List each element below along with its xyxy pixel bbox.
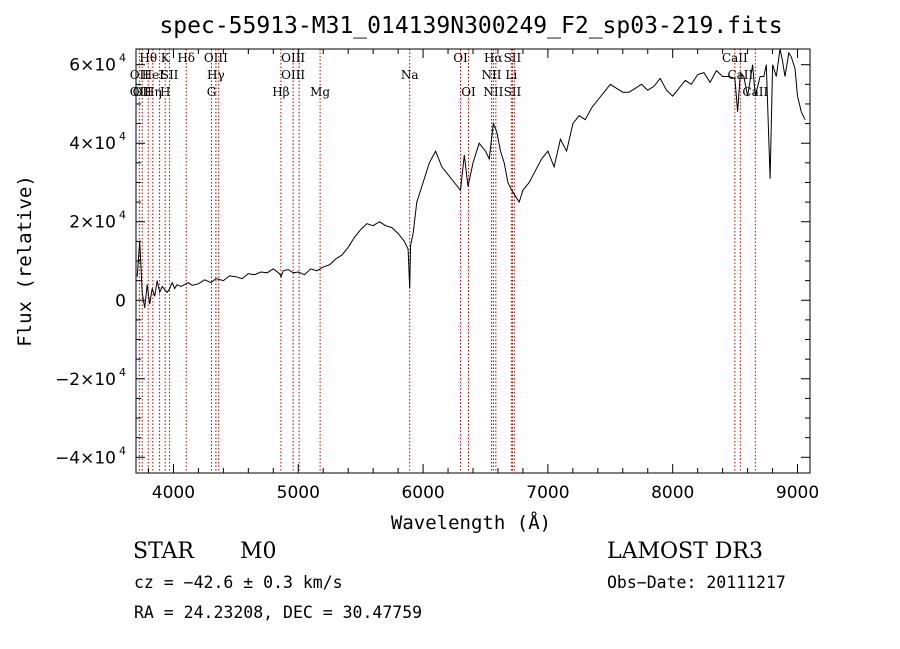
redshift-velocity: cz = −42.6 ± 0.3 km/s — [134, 573, 343, 592]
spectrum-chart: spec-55913-M31_014139N300249_F2_sp03-219… — [14, 13, 819, 534]
x-tick-label: 6000 — [401, 483, 444, 503]
y-tick-label: −2×10 — [55, 370, 116, 390]
line-label: Li — [505, 68, 517, 82]
x-tick-label: 5000 — [277, 483, 320, 503]
line-label: OIII — [204, 51, 228, 65]
y-tick-exponent: 4 — [119, 366, 126, 379]
object-subclass: M0 — [240, 539, 277, 564]
y-tick-label: 0 — [115, 291, 126, 311]
observation-date: Obs−Date: 20111217 — [607, 573, 786, 592]
line-label: OII — [130, 68, 150, 82]
line-label: G — [207, 85, 217, 99]
line-label: CaII — [727, 68, 753, 82]
x-tick-label: 4000 — [152, 483, 195, 503]
chart-title: spec-55913-M31_014139N300249_F2_sp03-219… — [159, 13, 782, 39]
line-label: OI — [453, 51, 468, 65]
line-label: OI — [461, 85, 476, 99]
spectral-line-labels: OIIOIIOIIHθHeIHηKHSIIHδGOIIIHγHβOIIIOIII… — [130, 51, 769, 99]
x-tick-label: 7000 — [526, 483, 569, 503]
x-tick-label: 8000 — [651, 483, 694, 503]
spectrum-line — [136, 48, 806, 309]
x-axis-label: Wavelength (Å) — [391, 511, 551, 534]
line-label: SII — [161, 68, 179, 82]
plot-frame — [135, 48, 811, 474]
y-tick-exponent: 4 — [119, 444, 126, 457]
survey-name: LAMOST DR3 — [607, 539, 763, 564]
line-label: Hβ — [272, 85, 289, 99]
y-tick-exponent: 4 — [119, 52, 126, 65]
x-axis-ticks: 4000 5000 6000 7000 8000 9000 — [147, 49, 819, 503]
spectrum-series — [136, 48, 806, 309]
line-label: CaII — [722, 51, 748, 65]
line-label: NII — [483, 85, 503, 99]
coordinates: RA = 24.23208, DEC = 30.47759 — [134, 603, 423, 622]
line-label: NII — [481, 68, 501, 82]
line-label: OII — [130, 85, 150, 99]
line-label: HeI — [142, 68, 165, 82]
line-label: H — [160, 85, 170, 99]
line-label: Hα — [484, 51, 503, 65]
line-label: Hθ — [139, 51, 157, 65]
line-label: Mg — [310, 85, 330, 99]
y-tick-label: 2×10 — [69, 213, 116, 233]
line-label: SII — [504, 85, 522, 99]
object-class: STAR — [133, 539, 194, 564]
y-tick-label: 4×10 — [69, 134, 116, 154]
x-tick-label: 9000 — [776, 483, 819, 503]
line-label: OII — [133, 85, 153, 99]
line-label: SII — [504, 51, 522, 65]
line-label: Hγ — [207, 68, 225, 82]
y-tick-exponent: 4 — [119, 209, 126, 222]
line-label: OIII — [281, 51, 305, 65]
line-label: Hδ — [177, 51, 195, 65]
y-tick-label: 6×10 — [69, 56, 116, 76]
y-tick-label: −4×10 — [55, 448, 116, 468]
spectral-line-markers — [138, 49, 756, 473]
line-label: K — [161, 51, 171, 65]
line-label: CaII — [742, 85, 768, 99]
y-tick-exponent: 4 — [119, 130, 126, 143]
y-axis-ticks: −4×10 4−2×10 402×10 44×10 46×10 4 — [55, 52, 810, 468]
y-axis-label: Flux (relative) — [14, 175, 36, 347]
line-label: Na — [401, 68, 419, 82]
line-label: OIII — [281, 68, 305, 82]
line-label: Hη — [144, 85, 162, 99]
